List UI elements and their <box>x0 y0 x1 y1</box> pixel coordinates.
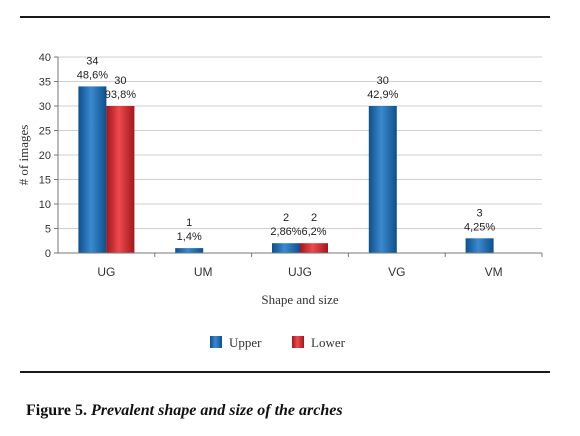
legend-swatch-upper <box>210 336 222 348</box>
x-tick-label: VM <box>485 265 503 279</box>
data-label-percent: 93,8% <box>105 89 136 101</box>
y-tick-label: 25 <box>39 126 51 138</box>
data-label-count: 2 <box>311 212 317 224</box>
y-tick-label: 35 <box>39 77 51 89</box>
bar-lower-ug <box>106 106 135 253</box>
x-tick-label: UG <box>97 265 115 279</box>
x-tick-label: UM <box>194 265 213 279</box>
data-label-percent: 1,4% <box>177 231 202 243</box>
bar-upper-vm <box>465 238 494 253</box>
data-label-count: 1 <box>186 217 192 229</box>
legend-label-upper: Upper <box>229 335 262 350</box>
bottom-rule <box>20 371 550 373</box>
bar-upper-ujg <box>272 243 300 253</box>
data-label-count: 30 <box>377 75 389 87</box>
y-tick-label: 5 <box>45 224 51 236</box>
data-label-percent: 4,25% <box>464 221 495 233</box>
data-label-count: 3 <box>477 207 483 219</box>
bar-upper-vg <box>368 106 397 253</box>
data-label-count: 2 <box>283 212 289 224</box>
data-label-percent: 2,86% <box>270 226 301 238</box>
bar-lower-ujg <box>300 243 328 253</box>
data-label-count: 34 <box>86 55 98 67</box>
x-tick-label: UJG <box>288 265 312 279</box>
figure-caption: Figure 5. Prevalent shape and size of th… <box>26 402 343 420</box>
y-tick-label: 10 <box>39 199 51 211</box>
top-rule <box>20 16 550 18</box>
data-label-percent: 48,6% <box>77 69 108 81</box>
bar-upper-ug <box>78 86 107 254</box>
bar-upper-um <box>175 248 204 253</box>
y-tick-label: 0 <box>45 248 51 260</box>
legend-swatch-lower <box>292 336 304 348</box>
bar-chart: 3448,6%11,4%22,86%3042,9%34,25%3093,8%26… <box>16 52 543 350</box>
caption-text: Prevalent shape and size of the arches <box>91 402 343 419</box>
x-axis-title: Shape and size <box>261 292 338 307</box>
legend-label-lower: Lower <box>311 335 346 350</box>
y-tick-label: 40 <box>39 52 51 64</box>
y-tick-label: 30 <box>39 101 51 113</box>
data-label-percent: 6,2% <box>301 226 326 238</box>
data-label-percent: 42,9% <box>367 89 398 101</box>
y-tick-label: 15 <box>39 175 51 187</box>
x-tick-label: VG <box>388 265 405 279</box>
y-tick-label: 20 <box>39 150 51 162</box>
y-axis-title: # of images <box>16 125 31 186</box>
data-label-count: 30 <box>114 75 126 87</box>
caption-number: Figure 5. <box>26 402 88 419</box>
